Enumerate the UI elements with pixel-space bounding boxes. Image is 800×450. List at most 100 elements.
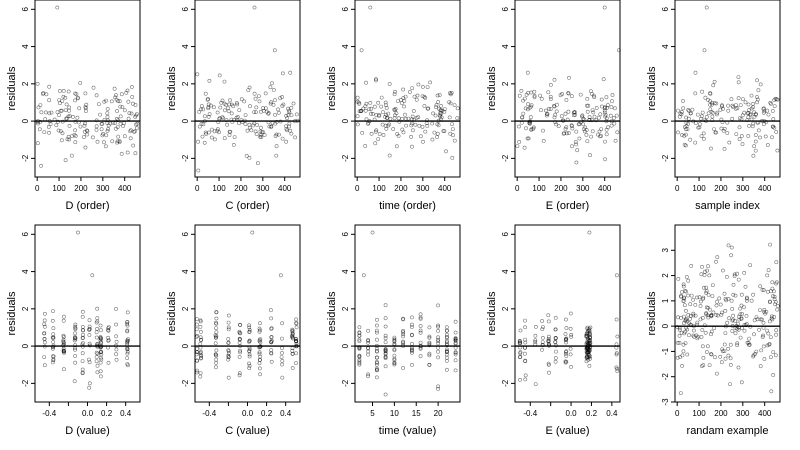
- data-point: [523, 351, 527, 356]
- data-point: [374, 330, 379, 335]
- data-point: [533, 382, 538, 387]
- data-point: [729, 298, 734, 303]
- data-point: [73, 128, 78, 133]
- data-point: [416, 82, 421, 87]
- data-point: [269, 326, 274, 331]
- data-point: [563, 360, 568, 365]
- data-point: [450, 155, 455, 160]
- data-point: [745, 298, 749, 303]
- data-point: [103, 144, 108, 149]
- y-tick-label: 0: [21, 118, 30, 123]
- data-point: [372, 104, 377, 109]
- data-point: [759, 317, 764, 322]
- data-point: [80, 371, 85, 376]
- data-point: [274, 144, 279, 149]
- data-point: [708, 307, 712, 312]
- data-point: [570, 144, 574, 149]
- data-point: [682, 303, 687, 308]
- data-point: [77, 106, 82, 111]
- data-point: [731, 292, 736, 297]
- data-point: [83, 145, 88, 150]
- data-point: [758, 135, 762, 140]
- data-point: [563, 332, 568, 336]
- data-point: [374, 317, 379, 322]
- data-point: [564, 317, 568, 322]
- data-point: [94, 320, 99, 325]
- data-point: [433, 113, 438, 118]
- data-point: [617, 48, 621, 53]
- data-point: [743, 284, 748, 289]
- data-point: [410, 128, 415, 133]
- data-point: [207, 112, 212, 117]
- x-axis-label: time (order): [379, 200, 436, 212]
- data-point: [206, 130, 211, 135]
- data-point: [374, 368, 379, 373]
- data-point: [698, 304, 703, 308]
- data-point: [455, 116, 460, 121]
- data-point: [73, 360, 78, 365]
- data-point: [198, 352, 203, 357]
- data-point: [355, 95, 360, 100]
- data-point: [99, 352, 104, 357]
- data-point: [518, 354, 523, 359]
- x-tick-label: 300: [416, 184, 430, 193]
- data-point: [260, 130, 265, 135]
- data-point: [383, 392, 388, 397]
- data-point: [258, 372, 263, 377]
- x-tick-label: 300: [736, 409, 750, 418]
- data-point: [237, 108, 242, 113]
- data-point: [84, 106, 88, 111]
- data-point: [206, 97, 211, 101]
- data-point: [735, 271, 740, 276]
- x-tick-label: 400: [758, 184, 772, 193]
- data-point: [427, 335, 432, 340]
- x-tick-label: 200: [554, 184, 568, 193]
- data-point: [226, 109, 231, 114]
- data-point: [98, 369, 103, 374]
- data-point: [114, 347, 119, 352]
- data-point: [572, 110, 577, 115]
- data-point: [738, 103, 743, 108]
- data-point: [682, 314, 686, 319]
- data-point: [361, 106, 366, 111]
- data-point: [435, 131, 440, 136]
- data-point: [715, 313, 720, 318]
- data-point: [612, 121, 617, 126]
- data-point: [421, 139, 425, 144]
- data-point: [679, 293, 684, 298]
- data-point: [51, 340, 56, 344]
- data-point: [444, 349, 449, 353]
- y-tick-label: 6: [501, 232, 510, 237]
- data-point: [125, 362, 130, 367]
- data-point: [379, 95, 384, 100]
- data-point: [733, 293, 738, 298]
- data-point: [430, 121, 435, 126]
- data-point: [418, 340, 423, 345]
- data-point: [688, 316, 693, 321]
- data-point: [42, 130, 47, 135]
- data-point: [420, 94, 425, 99]
- data-point: [126, 99, 131, 104]
- data-point: [766, 289, 770, 294]
- data-point: [272, 48, 277, 53]
- data-point: [247, 363, 252, 368]
- data-point: [449, 90, 454, 95]
- data-point: [533, 338, 538, 343]
- data-point: [765, 108, 770, 113]
- data-point: [770, 286, 775, 291]
- y-tick-label: -2: [501, 154, 510, 162]
- data-point: [452, 138, 457, 143]
- data-point: [294, 321, 299, 326]
- data-point: [266, 111, 271, 115]
- data-point: [357, 339, 362, 344]
- data-point: [447, 91, 452, 96]
- data-point: [436, 323, 441, 328]
- data-point: [699, 272, 704, 277]
- data-point: [541, 128, 545, 133]
- data-point: [704, 350, 709, 354]
- data-point: [257, 361, 262, 366]
- data-point: [418, 134, 423, 139]
- data-point: [105, 107, 110, 111]
- data-point: [106, 127, 111, 132]
- data-point: [523, 106, 528, 111]
